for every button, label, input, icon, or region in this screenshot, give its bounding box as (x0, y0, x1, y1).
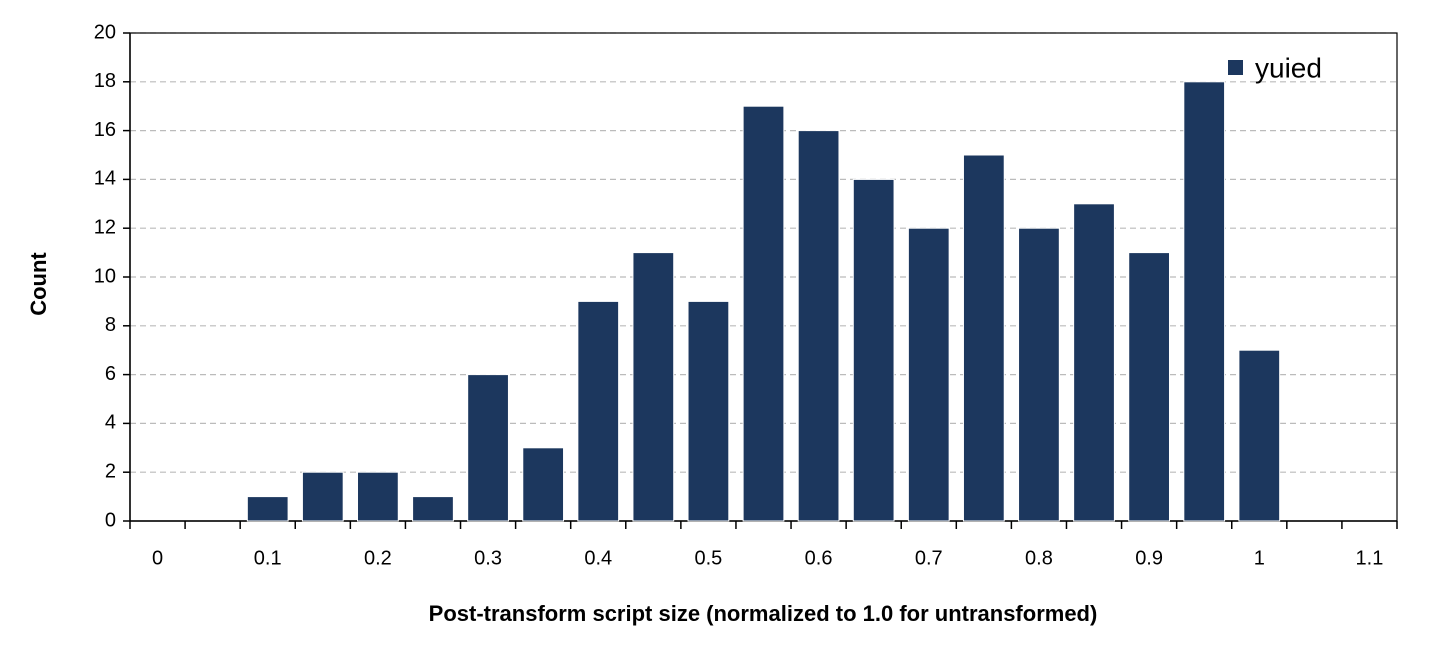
y-tick-label: 6 (105, 363, 116, 385)
x-tick-label: 0.8 (1025, 547, 1053, 569)
y-tick-label: 0 (105, 509, 116, 531)
x-tick-label: 1 (1254, 547, 1265, 569)
x-tick-label: 0.9 (1135, 547, 1163, 569)
y-tick-label: 20 (94, 21, 116, 43)
x-axis-title: Post-transform script size (normalized t… (429, 601, 1098, 626)
x-tick-label: 0 (152, 547, 163, 569)
legend-swatch (1228, 60, 1243, 75)
x-tick-label: 1.1 (1356, 547, 1384, 569)
bar (852, 178, 895, 522)
bar (412, 496, 454, 522)
bar (467, 374, 509, 522)
x-tick-label: 0.7 (915, 547, 943, 569)
x-tick-label: 0.1 (254, 547, 282, 569)
x-tick-label: 0.6 (805, 547, 833, 569)
bar (1128, 252, 1170, 522)
y-tick-label: 10 (94, 265, 116, 287)
y-tick-label: 16 (94, 119, 116, 141)
bar (1183, 81, 1226, 522)
bar (522, 447, 565, 522)
bar (577, 300, 620, 522)
bar (797, 130, 840, 522)
bar (962, 154, 1005, 522)
y-axis-title: Count (26, 252, 51, 316)
bar (907, 227, 950, 522)
bar (687, 300, 730, 522)
bar (742, 105, 785, 522)
bar (1238, 349, 1281, 522)
bar (1018, 227, 1060, 522)
y-tick-label: 12 (94, 216, 116, 238)
x-tick-label: 0.4 (584, 547, 612, 569)
bar (632, 252, 675, 522)
legend-label: yuied (1255, 52, 1322, 83)
y-tick-label: 8 (105, 314, 116, 336)
y-tick-label: 2 (105, 460, 116, 482)
x-tick-label: 0.5 (695, 547, 723, 569)
bar (301, 471, 344, 522)
bar (357, 471, 399, 522)
bar (246, 496, 289, 522)
y-tick-label: 18 (94, 70, 116, 92)
y-tick-label: 14 (94, 168, 116, 190)
x-tick-label: 0.2 (364, 547, 392, 569)
bar (1073, 203, 1115, 522)
y-tick-label: 4 (105, 412, 116, 434)
x-tick-label: 0.3 (474, 547, 502, 569)
